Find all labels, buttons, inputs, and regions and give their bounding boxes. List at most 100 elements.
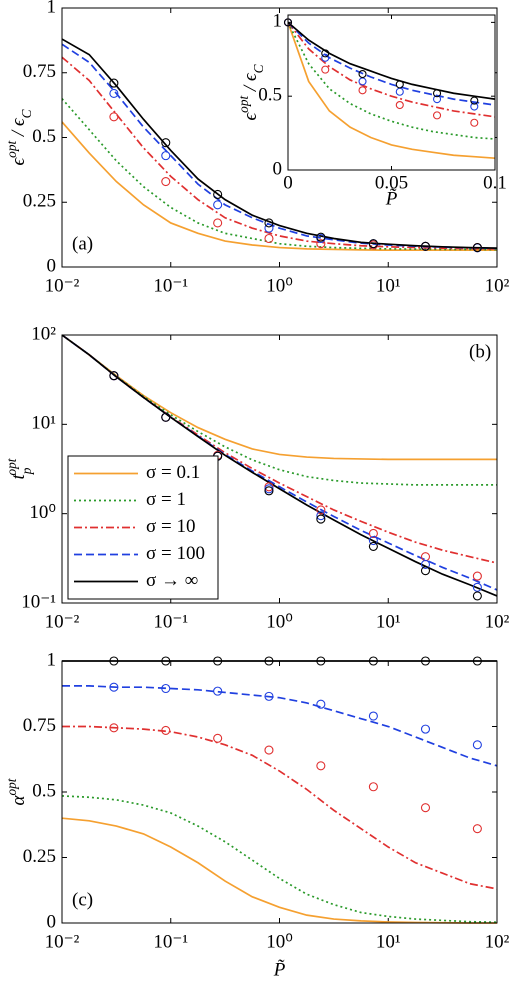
line-series	[288, 21, 495, 100]
marker	[368, 541, 378, 551]
axes-frame	[61, 334, 498, 604]
legend-label: σ = 0.1	[146, 462, 200, 483]
marker	[472, 571, 482, 581]
marker	[316, 511, 326, 521]
marker	[316, 239, 326, 249]
y-axis-label: αopt	[4, 778, 30, 805]
y-tick-label: 0	[47, 255, 57, 276]
line-series	[62, 334, 497, 597]
line-series	[62, 98, 497, 251]
label-part: t	[8, 473, 29, 479]
marker	[420, 241, 431, 251]
legend-box	[67, 455, 219, 600]
legend-label: σ → ∞	[146, 570, 198, 591]
marker	[470, 96, 479, 105]
marker	[358, 86, 367, 95]
label-part: p	[19, 467, 34, 475]
label-part: ϵ	[8, 156, 29, 165]
y-tick-label: 0.75	[23, 715, 56, 736]
y-tick-label: 10⁰	[29, 502, 56, 523]
label-part: opt	[4, 778, 19, 795]
marker	[213, 218, 223, 228]
x-tick-label: 10¹	[376, 275, 401, 296]
y-axis-label: tpopt	[4, 458, 34, 479]
x-tick-label: 10⁻¹	[153, 275, 188, 296]
y-axis-label: ϵopt / ϵC	[236, 64, 266, 120]
marker	[432, 111, 442, 120]
marker	[109, 112, 119, 122]
label-part: ϵ	[240, 111, 261, 120]
marker	[420, 724, 431, 734]
y-tick-label: 0.75	[23, 61, 56, 82]
label-part: opt	[4, 458, 19, 475]
panel-label: (a)	[72, 233, 93, 254]
y-tick-label: 10²	[31, 323, 56, 344]
line-series	[62, 38, 497, 249]
marker	[420, 566, 431, 576]
marker	[213, 686, 223, 696]
marker	[161, 725, 171, 735]
y-tick-label: 0	[273, 158, 283, 179]
x-tick-label: 0.1	[483, 172, 507, 193]
marker	[395, 80, 404, 89]
y-tick-label: 0.5	[258, 85, 282, 106]
marker	[316, 761, 326, 771]
legend: σ = 0.1 σ = 1 σ = 10 σ = 100 σ → ∞	[67, 455, 219, 600]
marker	[420, 559, 431, 570]
line-series	[62, 725, 497, 890]
y-tick-label: 1	[273, 11, 283, 32]
marker	[432, 89, 442, 98]
marker	[161, 176, 171, 187]
legend-label: σ = 10	[146, 516, 195, 537]
marker	[161, 151, 171, 161]
marker	[368, 536, 378, 546]
marker	[368, 239, 378, 249]
line-series	[62, 334, 497, 461]
marker	[161, 412, 171, 422]
marker	[161, 138, 171, 148]
marker	[420, 552, 431, 562]
marker	[264, 486, 274, 496]
line-series	[62, 795, 497, 924]
marker	[472, 243, 482, 253]
y-tick-label: 1	[47, 0, 57, 17]
marker	[358, 69, 367, 79]
axes-frame	[287, 14, 496, 171]
x-tick-label: 10²	[485, 611, 509, 632]
label-part: C	[251, 64, 266, 73]
panel: 10⁻² 10⁻¹ 10⁰ 10¹ 10²10⁻¹10⁰10¹10²tpopt(b)σ …	[4, 323, 509, 632]
marker	[472, 591, 482, 601]
marker	[321, 65, 330, 74]
panel: 0 0.05 0.1 0 0.5 1 ϵopt / ϵC P̃	[236, 11, 507, 210]
marker	[109, 78, 119, 88]
marker	[264, 223, 274, 233]
inset-background	[288, 15, 495, 170]
label-part: / ϵ	[240, 72, 261, 96]
y-tick-label: 0.25	[23, 846, 56, 867]
marker	[470, 102, 479, 111]
line-series	[62, 817, 497, 924]
marker	[420, 803, 431, 813]
y-tick-label: 0.5	[32, 126, 56, 147]
x-tick-label: 10²	[485, 275, 509, 296]
y-tick-label: 0.25	[23, 191, 56, 212]
x-tick-label: 10⁰	[266, 275, 293, 296]
marker	[321, 49, 330, 58]
marker	[213, 189, 223, 200]
marker	[368, 711, 378, 721]
y-tick-label: 10¹	[31, 413, 56, 434]
marker	[264, 691, 274, 701]
y-tick-label: 0	[47, 911, 57, 932]
line-series	[62, 685, 497, 767]
label-part: opt	[236, 96, 251, 113]
legend-label: σ = 100	[146, 543, 205, 564]
axes-frame	[61, 660, 498, 924]
label-part: opt	[4, 141, 19, 158]
marker	[321, 53, 330, 62]
panel-label: (b)	[469, 341, 491, 362]
marker	[109, 723, 119, 733]
y-tick-label: 0.5	[32, 780, 56, 801]
legend-label: σ = 1	[146, 489, 186, 510]
